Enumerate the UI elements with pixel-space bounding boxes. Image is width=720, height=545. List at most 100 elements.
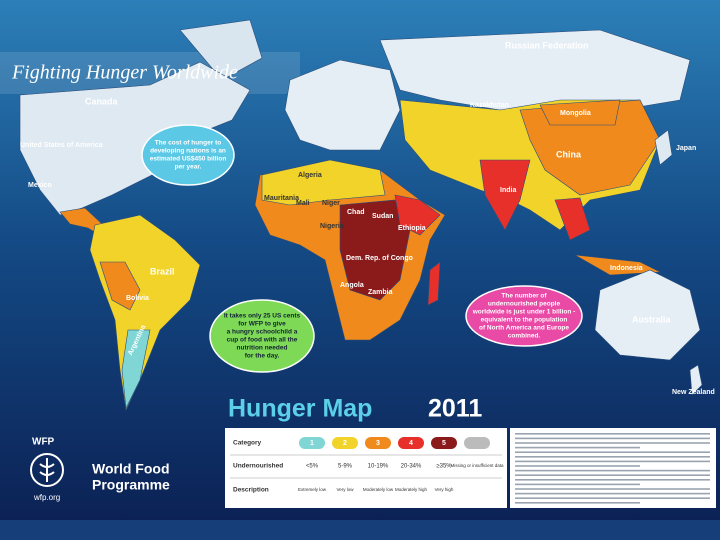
map-label: Mexico <box>28 182 52 189</box>
map-label: Zambia <box>368 289 393 296</box>
callout-text: nutrition needed <box>237 345 288 352</box>
notes-line <box>515 446 640 449</box>
map-label: Mongolia <box>560 110 591 117</box>
callout-bubble <box>465 285 583 347</box>
notes-line <box>515 497 710 499</box>
notes-line <box>515 465 640 467</box>
legend-category: 2 <box>343 440 347 447</box>
map-label: Nigeria <box>320 223 344 230</box>
legend-category: 5 <box>442 440 446 447</box>
north-africa <box>261 159 386 206</box>
notes-text <box>515 433 710 504</box>
logo-wheat <box>39 458 55 482</box>
madagascar <box>427 261 441 306</box>
legend-undernourished: 10-19% <box>368 464 389 470</box>
legend-undernourished: <5% <box>306 464 319 470</box>
notes-line <box>515 469 710 472</box>
legend-category: 4 <box>409 440 413 447</box>
mongolia <box>539 99 621 126</box>
map-label: Chad <box>347 209 365 216</box>
map-label: Algeria <box>298 172 322 179</box>
map-label: United States of America <box>20 142 103 149</box>
notes-line <box>515 442 710 444</box>
legend-year: 2011 <box>428 395 482 423</box>
map-label: New Zealand <box>672 389 715 396</box>
legend-category: 3 <box>376 440 380 447</box>
legend-swatch <box>398 437 424 449</box>
legend-undernourished: ≥35% <box>436 464 452 470</box>
callout-bubble <box>141 124 235 186</box>
callout-text: It takes only 25 US cents <box>224 313 301 320</box>
map-label: Russian Federation <box>505 40 589 50</box>
indonesia <box>574 254 662 276</box>
legend-swatch <box>431 437 457 449</box>
argentina-region <box>121 329 151 410</box>
callout-text: for the day. <box>245 353 280 360</box>
australia <box>594 269 701 361</box>
map-label: Brazil <box>150 266 175 276</box>
callout-text: developing nations is an <box>150 148 226 155</box>
north-america <box>19 61 251 216</box>
notes-line <box>515 451 710 453</box>
legend-title: Hunger Map <box>228 395 372 423</box>
map-label: Ethiopia <box>398 225 426 232</box>
notes-line <box>515 492 710 495</box>
callout-text: The cost of hunger to <box>155 140 221 147</box>
legend-undernourished: Missing or insufficient data <box>451 463 504 468</box>
callout-text: per year. <box>175 164 202 171</box>
greenland <box>179 19 263 81</box>
new-zealand <box>689 364 703 396</box>
logo: WFP World Food Programme wfp.org <box>30 437 170 502</box>
map-label: India <box>500 187 516 194</box>
map-label: Mauritania <box>264 195 299 202</box>
notes-line <box>515 433 710 435</box>
legend-row-label: Description <box>233 487 269 494</box>
notes-line <box>515 460 710 463</box>
map-label: Japan <box>676 145 696 152</box>
map-label: Bolivia <box>126 295 149 302</box>
horn-of-africa <box>394 194 441 236</box>
legend-description: Very low <box>336 487 354 492</box>
india <box>479 159 531 231</box>
logo-emblem <box>30 453 64 487</box>
bolivia-region <box>99 261 141 311</box>
legend-category: 1 <box>310 440 314 447</box>
logo-url: wfp.org <box>33 493 60 502</box>
continents <box>19 19 703 412</box>
callout-text: combined. <box>508 333 541 340</box>
japan <box>654 129 673 166</box>
callout-text: equivalent to the population <box>481 317 568 324</box>
notes-line <box>515 479 710 481</box>
legend-row-label: Undernourished <box>233 463 283 470</box>
callout-text: a hungry schoolchild a <box>227 329 298 336</box>
callout-text: for WFP to give <box>238 321 286 328</box>
callout-text: cup of food with all the <box>227 337 298 344</box>
callout-text: estimated US$450 billion <box>150 156 227 163</box>
notes-box <box>510 428 716 508</box>
legend-panel: Hunger Map 2011 <box>225 395 716 508</box>
notes-line <box>515 437 710 440</box>
legend-undernourished: 20-34% <box>401 464 422 470</box>
notes-line <box>515 456 710 458</box>
legend-description: Moderately low <box>363 487 394 492</box>
callout-text: The number of <box>501 293 547 300</box>
callout-bubble <box>209 299 315 373</box>
legend-swatch <box>299 437 325 449</box>
legend-description: Extremely low <box>298 487 327 492</box>
legend-swatch <box>365 437 391 449</box>
notes-line <box>515 474 710 476</box>
legend-swatch <box>332 437 358 449</box>
map-label: Niger <box>322 200 340 207</box>
bottom-bar <box>0 520 720 540</box>
map-label: Sudan <box>372 213 393 220</box>
southeast-asia <box>554 197 591 241</box>
map-label: Kazakhstan <box>470 102 509 109</box>
legend-swatch <box>464 437 490 449</box>
legend-row-label: Category <box>233 440 262 447</box>
logo-name: Programme <box>92 477 170 493</box>
callout-text: worldwide is just under 1 billion - <box>472 309 576 316</box>
notes-line <box>515 488 710 490</box>
map-label: Dem. Rep. of Congo <box>346 255 413 262</box>
callout-text: of North America and Europe <box>479 325 569 332</box>
